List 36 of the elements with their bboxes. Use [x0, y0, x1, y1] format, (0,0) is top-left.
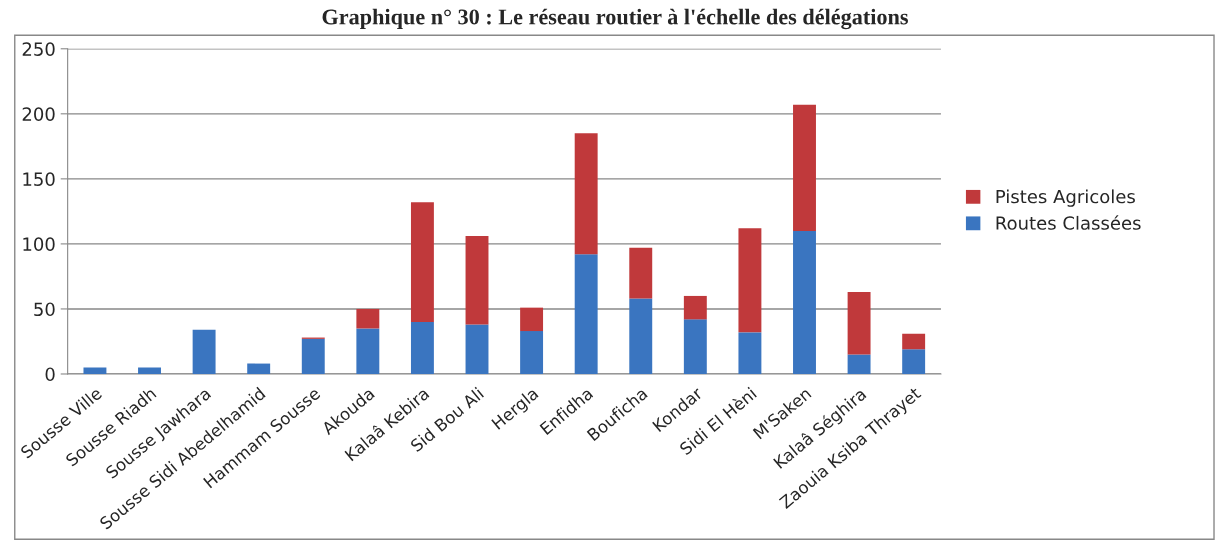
bar	[356, 308, 380, 329]
bar	[192, 329, 216, 374]
bar	[83, 367, 107, 374]
bar	[247, 363, 271, 374]
chart-title: Graphique n° 30 : Le réseau routier à l'échelle des délégations	[322, 8, 908, 30]
bar	[356, 328, 380, 374]
bar	[902, 349, 926, 374]
bar	[847, 354, 871, 374]
bar	[902, 333, 926, 350]
y-tick-label: 100	[23, 237, 55, 252]
bar	[301, 338, 325, 374]
bar	[738, 332, 762, 374]
bar	[793, 230, 816, 374]
bar	[574, 254, 598, 374]
bar	[738, 228, 762, 333]
bar	[520, 331, 544, 374]
bar	[410, 321, 434, 374]
y-tick-label: 200	[22, 107, 55, 121]
bar	[465, 236, 489, 325]
y-tick-label: 250	[22, 42, 55, 56]
bar	[520, 307, 544, 332]
bar	[574, 133, 598, 255]
bar	[410, 202, 434, 322]
y-tick-label: 150	[23, 172, 55, 186]
bar	[138, 367, 161, 374]
bar	[847, 292, 871, 355]
bar	[629, 298, 653, 374]
legend-label: Routes Classées	[996, 215, 1141, 230]
bar	[683, 319, 707, 374]
bar	[793, 104, 816, 231]
bar	[465, 324, 489, 374]
bar	[683, 295, 707, 320]
y-tick-label: 0	[45, 367, 55, 382]
bar	[629, 247, 653, 299]
y-tick-label: 50	[34, 302, 55, 317]
legend-label: Pistes Agricoles	[996, 189, 1135, 207]
